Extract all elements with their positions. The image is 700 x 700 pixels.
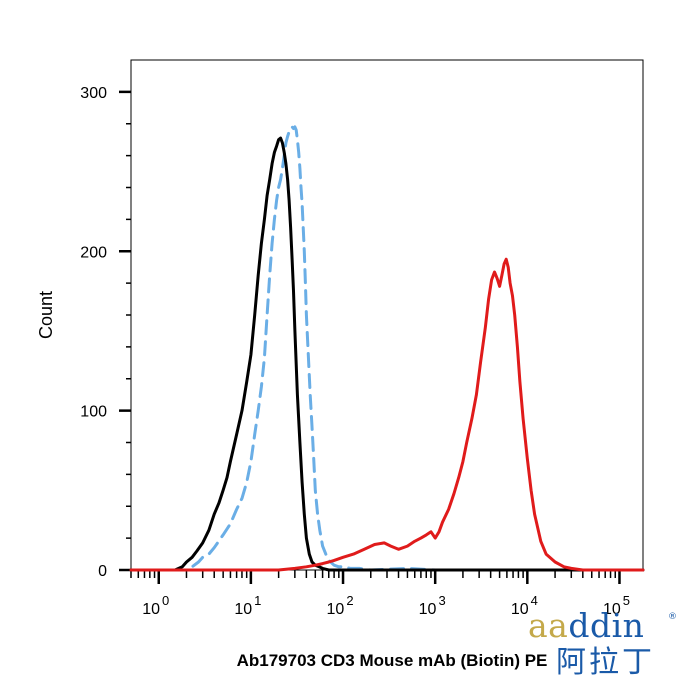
y-tick-label: 100 [80,404,107,421]
x-tick-exponent: 3 [438,593,445,608]
x-tick-exponent: 2 [346,593,353,608]
logo-wordmark: aaddin [528,608,644,644]
series-line-3 [129,257,645,572]
plot-frame [130,59,644,571]
y-tick-label: 200 [80,244,107,261]
x-tick-label: 103 [419,593,446,618]
x-tick-label: 101 [234,593,261,618]
aladdin-logo: aaddin ® 阿拉丁 [528,608,678,688]
x-tick-label: 102 [327,593,354,618]
registered-mark: ® [668,612,677,622]
x-axis-title: Ab179703 CD3 Mouse mAb (Biotin) PE [237,651,548,670]
y-tick-label: 300 [80,85,107,102]
x-tick-label: 100 [142,593,169,618]
series-line-2 [129,136,645,572]
x-tick-exponent: 5 [623,593,630,608]
x-tick-exponent: 0 [162,593,169,608]
series-line-1 [129,125,645,572]
x-tick-exponent: 1 [254,593,261,608]
y-axis-title: Count [36,291,56,339]
logo-accent: aa [528,606,569,645]
logo-chinese-name: 阿拉丁 [556,645,655,680]
y-axis: 0 100 200 300 [80,85,131,580]
logo-word-rest: ddin [568,606,645,645]
y-tick-label: 0 [98,563,107,580]
x-tick-exponent: 4 [531,593,538,608]
series-layer [129,125,645,572]
